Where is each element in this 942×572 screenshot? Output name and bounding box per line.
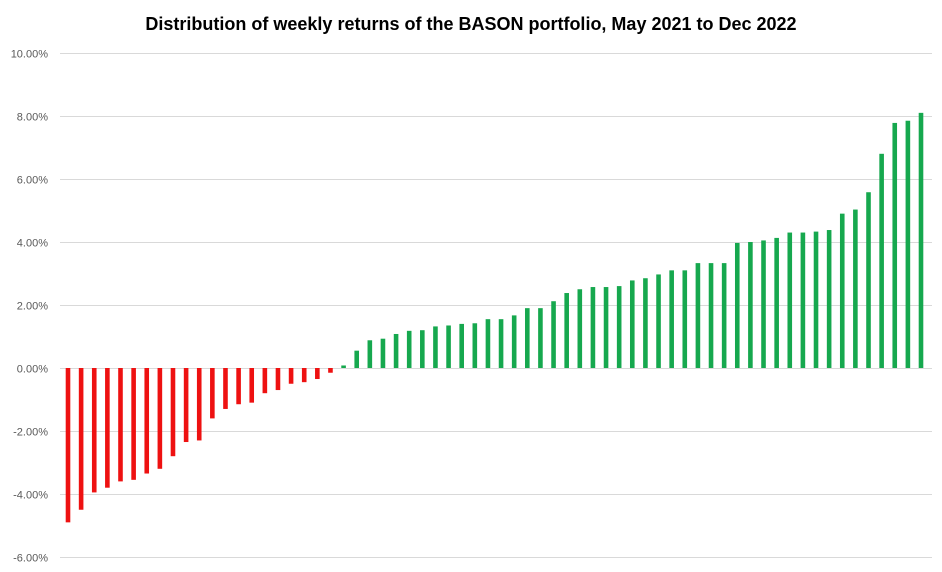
bar-negative-return bbox=[170, 368, 176, 457]
bar-negative-return bbox=[236, 368, 241, 405]
bar-positive-return bbox=[708, 263, 714, 368]
bar-positive-return bbox=[643, 278, 648, 368]
chart-title: Distribution of weekly returns of the BA… bbox=[145, 14, 796, 34]
bar-positive-return bbox=[472, 323, 478, 368]
bar-negative-return bbox=[196, 368, 202, 441]
bar-negative-return bbox=[91, 368, 97, 493]
bar-negative-return bbox=[210, 368, 215, 419]
bar-positive-return bbox=[616, 286, 622, 368]
bar-positive-return bbox=[446, 325, 451, 368]
bar-positive-return bbox=[813, 231, 819, 368]
bar-positive-return bbox=[590, 287, 596, 368]
bar-positive-return bbox=[721, 263, 727, 368]
bar-negative-return bbox=[249, 368, 255, 403]
y-axis-tick-labels: 10.00% 8.00% 6.00% 4.00% 2.00% 0.00% -2.00% -4.… bbox=[11, 49, 49, 565]
bar-positive-return bbox=[669, 270, 674, 368]
bar-positive-return bbox=[695, 263, 701, 368]
bar-positive-return bbox=[853, 209, 858, 368]
bar-positive-return bbox=[498, 319, 504, 368]
y-tick-label: -6.00% bbox=[13, 553, 48, 565]
y-tick-label: 8.00% bbox=[17, 112, 48, 124]
bars bbox=[65, 112, 924, 523]
bar-positive-return bbox=[866, 192, 871, 368]
bar-positive-return bbox=[433, 326, 438, 368]
bar-positive-return bbox=[551, 301, 556, 368]
bar-positive-return bbox=[564, 293, 569, 368]
y-tick-label: 2.00% bbox=[17, 301, 48, 313]
bar-positive-return bbox=[918, 112, 924, 368]
bar-positive-return bbox=[538, 308, 543, 368]
bar-positive-return bbox=[354, 350, 360, 368]
bar-positive-return bbox=[367, 340, 373, 368]
bar-positive-return bbox=[603, 287, 609, 368]
bar-negative-return bbox=[262, 368, 268, 394]
bar-negative-return bbox=[118, 368, 123, 482]
bar-negative-return bbox=[183, 368, 189, 443]
bar-positive-return bbox=[656, 274, 661, 368]
bar-positive-return bbox=[420, 330, 425, 368]
y-tick-label: -2.00% bbox=[13, 427, 48, 439]
bar-positive-return bbox=[905, 120, 911, 368]
bar-negative-return bbox=[157, 368, 163, 469]
bar-positive-return bbox=[734, 242, 740, 368]
bar-positive-return bbox=[629, 280, 635, 368]
bar-positive-return bbox=[459, 323, 464, 368]
bar-positive-return bbox=[800, 232, 806, 368]
bar-positive-return bbox=[393, 333, 399, 368]
y-tick-label: 6.00% bbox=[17, 175, 48, 187]
bar-positive-return bbox=[774, 237, 779, 368]
y-tick-label: 10.00% bbox=[11, 49, 49, 61]
bar-positive-return bbox=[748, 242, 753, 368]
bar-positive-return bbox=[485, 319, 491, 368]
bar-positive-return bbox=[761, 240, 766, 368]
bar-negative-return bbox=[223, 368, 228, 409]
y-tick-label: -4.00% bbox=[13, 490, 48, 502]
bar-positive-return bbox=[525, 308, 530, 368]
bar-negative-return bbox=[301, 368, 307, 383]
gridlines bbox=[60, 53, 932, 558]
bar-negative-return bbox=[131, 368, 136, 480]
bar-positive-return bbox=[879, 153, 884, 368]
bar-negative-return bbox=[65, 368, 71, 523]
bar-positive-return bbox=[787, 232, 793, 368]
bar-negative-return bbox=[315, 368, 320, 380]
bar-negative-return bbox=[144, 368, 150, 474]
bar-positive-return bbox=[577, 289, 583, 368]
bar-positive-return bbox=[406, 330, 412, 368]
bar-positive-return bbox=[892, 122, 898, 369]
bar-positive-return bbox=[839, 213, 845, 368]
bar-negative-return bbox=[78, 368, 84, 510]
bar-positive-return bbox=[380, 338, 386, 368]
bar-negative-return bbox=[275, 368, 281, 391]
bar-positive-return bbox=[826, 230, 832, 368]
y-tick-label: 4.00% bbox=[17, 238, 48, 250]
bar-negative-return bbox=[105, 368, 110, 488]
bar-negative-return bbox=[288, 368, 294, 384]
bar-negative-return bbox=[328, 368, 333, 373]
bar-positive-return bbox=[682, 270, 688, 368]
y-tick-label: 0.00% bbox=[17, 364, 48, 376]
bar-positive-return bbox=[511, 315, 517, 368]
bar-positive-return bbox=[341, 365, 346, 368]
